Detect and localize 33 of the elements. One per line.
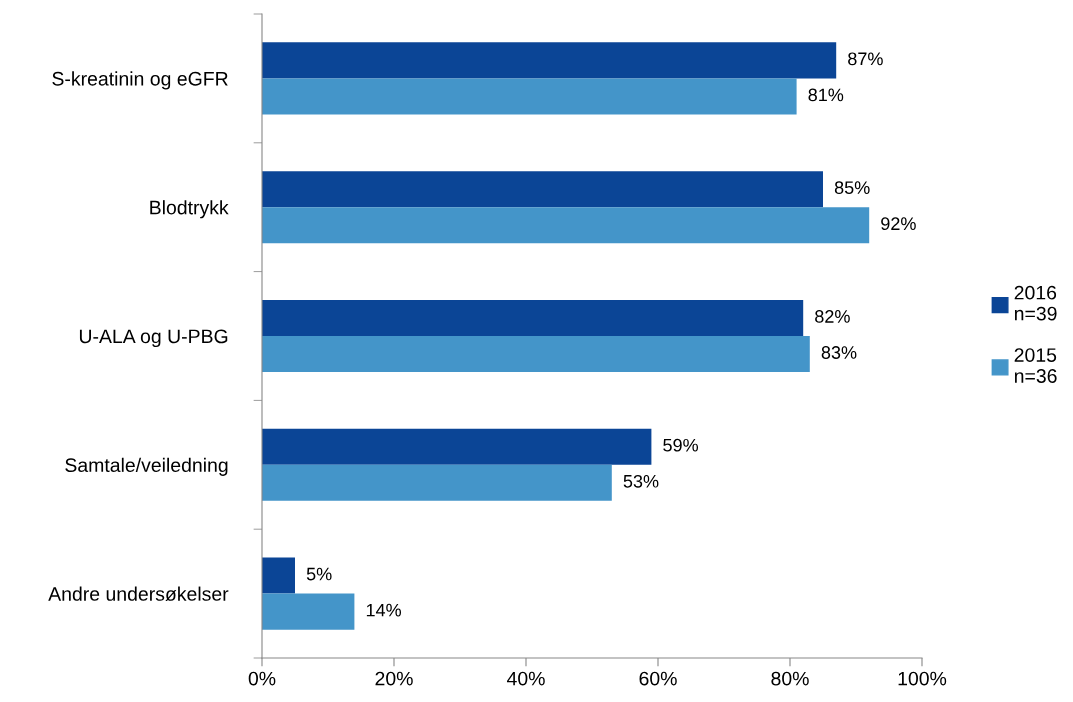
data-label: 53% (623, 474, 659, 488)
data-label: 92% (881, 217, 916, 231)
x-tick-label: 40% (506, 671, 545, 686)
legend-label: 2015 n=36 (1014, 348, 1057, 383)
x-tick-label: 60% (639, 671, 677, 686)
data-label: 59% (663, 438, 699, 452)
x-tick-label: 100% (898, 671, 947, 686)
data-label: 85% (834, 181, 870, 195)
y-tick-label: Blodtrykk (150, 200, 229, 219)
data-label: 87% (848, 52, 883, 66)
x-tick-label: 20% (375, 671, 413, 686)
bar (262, 336, 810, 373)
legend-label: 2016 n=39 (1014, 285, 1057, 321)
data-label: 14% (366, 603, 402, 617)
bar (262, 428, 652, 465)
data-label: 5% (306, 567, 332, 581)
x-tick-label: 0% (248, 671, 276, 686)
data-label: 81% (808, 88, 844, 102)
bar (262, 207, 870, 244)
bar (262, 299, 804, 336)
bar (262, 464, 612, 501)
bar (262, 78, 797, 115)
x-tick-label: 80% (771, 671, 809, 686)
bar (262, 42, 837, 79)
bar (262, 171, 823, 208)
data-label: 82% (815, 310, 850, 323)
y-tick-label: S-kreatinin og eGFR (52, 71, 228, 90)
y-tick-label: Andre undersøkelser (48, 586, 229, 602)
data-label: 83% (821, 346, 857, 359)
y-tick-label: U-ALA og U-PBG (79, 329, 228, 348)
y-tick-label: Samtale/veiledning (65, 457, 228, 476)
bar (262, 557, 295, 594)
bar (262, 593, 355, 630)
